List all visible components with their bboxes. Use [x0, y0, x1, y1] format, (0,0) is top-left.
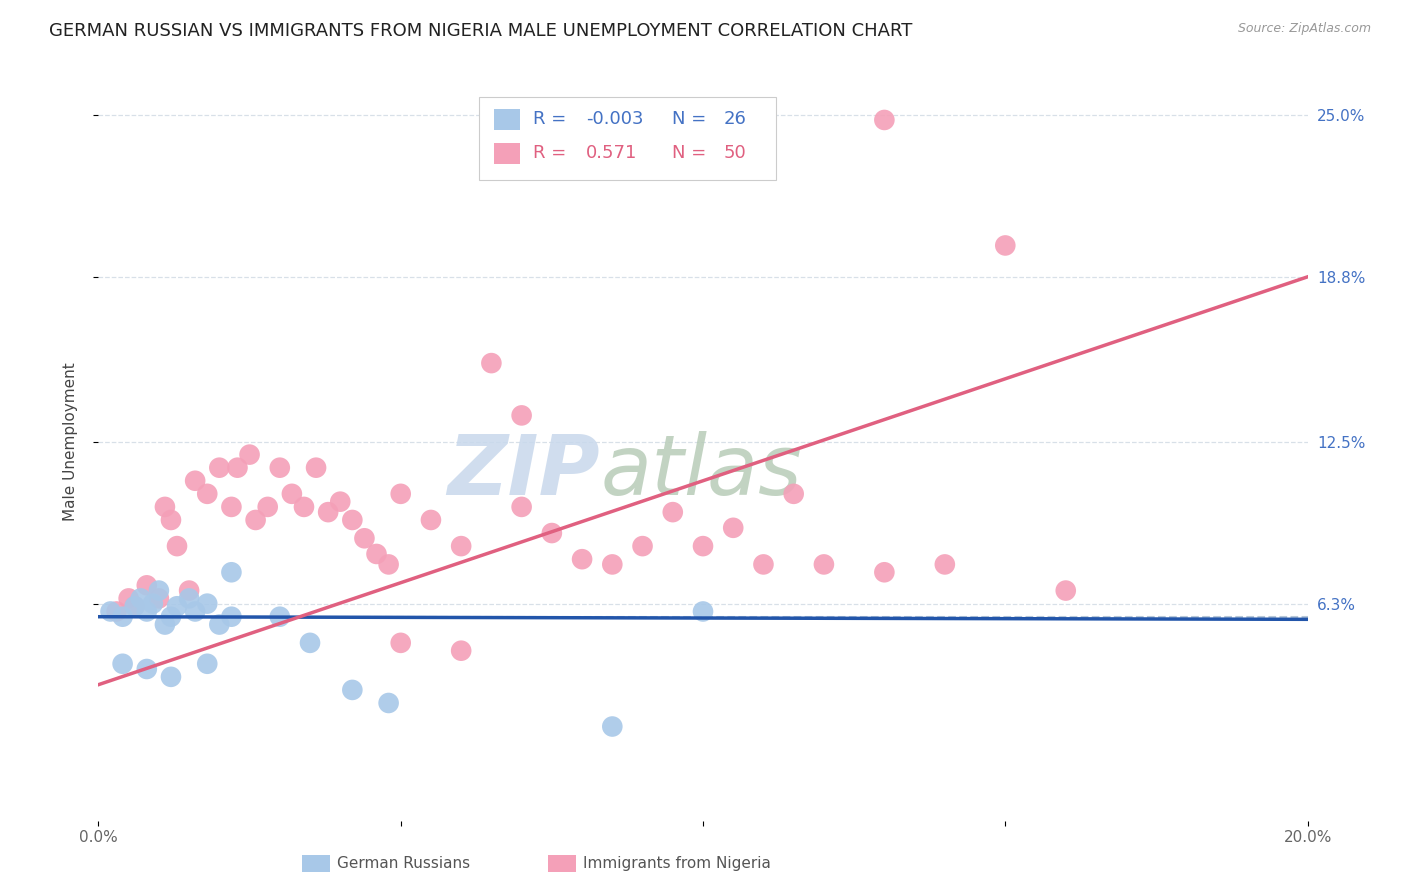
Text: R =: R =	[533, 111, 565, 128]
Point	[160, 513, 183, 527]
Point	[135, 605, 157, 619]
Text: 0.571: 0.571	[586, 145, 637, 162]
Point	[661, 505, 683, 519]
Point	[100, 605, 122, 619]
Point	[934, 558, 956, 572]
Point	[481, 356, 503, 370]
Point	[208, 617, 231, 632]
Point	[420, 513, 443, 527]
FancyBboxPatch shape	[479, 96, 776, 180]
Point	[873, 112, 896, 127]
Point	[281, 487, 304, 501]
Point	[813, 558, 835, 572]
Point	[316, 505, 339, 519]
Text: R =: R =	[533, 145, 565, 162]
Point	[450, 643, 472, 657]
Point	[692, 539, 714, 553]
Point	[105, 605, 128, 619]
Point	[631, 539, 654, 553]
Point	[179, 591, 201, 606]
Point	[148, 591, 170, 606]
Point	[166, 599, 188, 614]
Point	[135, 578, 157, 592]
Point	[353, 531, 375, 545]
Point	[389, 487, 412, 501]
Point	[160, 609, 183, 624]
Point	[142, 597, 165, 611]
Point	[256, 500, 278, 514]
Point	[510, 500, 533, 514]
Point	[160, 670, 183, 684]
Point	[221, 609, 243, 624]
Point	[221, 500, 243, 514]
Point	[239, 448, 262, 462]
Point	[692, 605, 714, 619]
Point	[450, 539, 472, 553]
Point	[752, 558, 775, 572]
Point	[153, 500, 176, 514]
Point	[166, 539, 188, 553]
Point	[299, 636, 322, 650]
Text: Immigrants from Nigeria: Immigrants from Nigeria	[583, 856, 772, 871]
Point	[153, 617, 176, 632]
Point	[195, 657, 218, 671]
Point	[994, 238, 1017, 252]
Point	[377, 558, 399, 572]
Point	[148, 583, 170, 598]
Point	[111, 609, 134, 624]
Text: 26: 26	[724, 111, 747, 128]
Point	[1054, 583, 1077, 598]
Point	[226, 460, 249, 475]
Point	[269, 609, 291, 624]
Point	[540, 526, 562, 541]
Point	[873, 566, 896, 580]
Point	[118, 591, 141, 606]
Point	[342, 682, 364, 697]
Point	[124, 599, 146, 614]
Point	[510, 409, 533, 423]
Text: N =: N =	[672, 111, 706, 128]
Point	[292, 500, 315, 514]
Text: ZIP: ZIP	[447, 432, 600, 512]
Text: Source: ZipAtlas.com: Source: ZipAtlas.com	[1237, 22, 1371, 36]
Text: atlas: atlas	[600, 432, 801, 512]
Text: -0.003: -0.003	[586, 111, 643, 128]
Point	[342, 513, 364, 527]
Point	[195, 487, 218, 501]
Point	[208, 460, 231, 475]
Text: N =: N =	[672, 145, 706, 162]
Point	[245, 513, 267, 527]
Point	[111, 657, 134, 671]
Point	[124, 599, 146, 614]
Point	[184, 605, 207, 619]
Point	[269, 460, 291, 475]
Point	[195, 597, 218, 611]
Point	[366, 547, 388, 561]
Point	[329, 494, 352, 508]
Point	[377, 696, 399, 710]
Point	[135, 662, 157, 676]
Bar	[494, 109, 520, 130]
Point	[184, 474, 207, 488]
Point	[179, 583, 201, 598]
Point	[389, 636, 412, 650]
Point	[129, 591, 152, 606]
Point	[783, 487, 806, 501]
Point	[571, 552, 593, 566]
Y-axis label: Male Unemployment: Male Unemployment	[63, 362, 77, 521]
Point	[602, 719, 624, 733]
Text: 50: 50	[724, 145, 747, 162]
Point	[602, 558, 624, 572]
Point	[723, 521, 745, 535]
Text: GERMAN RUSSIAN VS IMMIGRANTS FROM NIGERIA MALE UNEMPLOYMENT CORRELATION CHART: GERMAN RUSSIAN VS IMMIGRANTS FROM NIGERI…	[49, 22, 912, 40]
Bar	[494, 143, 520, 164]
Point	[305, 460, 328, 475]
Text: German Russians: German Russians	[337, 856, 471, 871]
Point	[221, 566, 243, 580]
